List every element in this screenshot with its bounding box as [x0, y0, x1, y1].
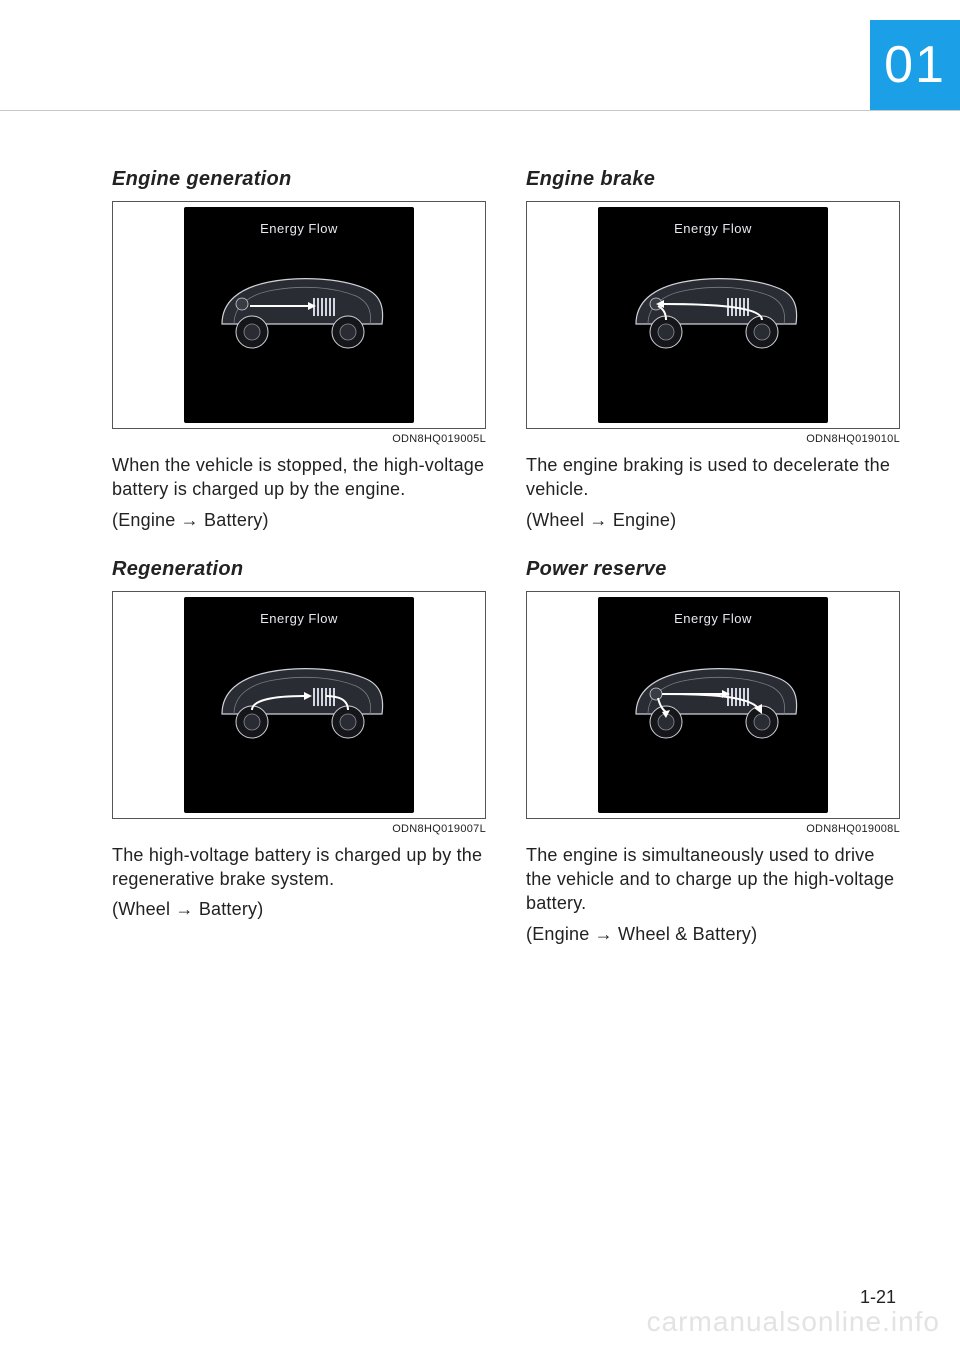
- screen-title: Energy Flow: [260, 221, 338, 236]
- figure-code: ODN8HQ019008L: [526, 823, 900, 835]
- car-diagram: [618, 254, 808, 364]
- section-power-reserve: Power reserve Energy Flow: [526, 558, 900, 946]
- section-flow: (Wheel → Engine): [526, 508, 900, 532]
- figure: Energy Flow: [112, 201, 486, 429]
- page-number: 1-21: [860, 1287, 896, 1308]
- car-svg: [618, 644, 808, 754]
- screen-title: Energy Flow: [674, 221, 752, 236]
- car-diagram: [204, 254, 394, 364]
- section-description: The engine is simultaneously used to dri…: [526, 843, 900, 916]
- car-svg: [204, 644, 394, 754]
- figure: Energy Flow: [526, 591, 900, 819]
- energy-flow-screen: Energy Flow: [184, 207, 414, 423]
- screen-title: Energy Flow: [674, 611, 752, 626]
- section-flow: (Engine → Wheel & Battery): [526, 922, 900, 946]
- figure: Energy Flow: [526, 201, 900, 429]
- energy-flow-screen: Energy Flow: [598, 207, 828, 423]
- content-area: Engine generation Energy Flow: [112, 168, 900, 1286]
- car-svg: [618, 254, 808, 364]
- section-flow: (Engine → Battery): [112, 508, 486, 532]
- header-rule: [0, 110, 960, 111]
- screen-title: Energy Flow: [260, 611, 338, 626]
- watermark: carmanualsonline.info: [647, 1306, 940, 1338]
- section-title: Engine brake: [526, 168, 900, 191]
- figure-code: ODN8HQ019007L: [112, 823, 486, 835]
- section-engine-brake: Engine brake Energy Flow: [526, 168, 900, 532]
- figure-code: ODN8HQ019005L: [112, 433, 486, 445]
- energy-flow-screen: Energy Flow: [184, 597, 414, 813]
- car-diagram: [618, 644, 808, 754]
- section-description: When the vehicle is stopped, the high-vo…: [112, 453, 486, 502]
- section-flow: (Wheel → Battery): [112, 897, 486, 921]
- car-diagram: [204, 644, 394, 754]
- section-title: Power reserve: [526, 558, 900, 581]
- section-title: Regeneration: [112, 558, 486, 581]
- figure: Energy Flow: [112, 591, 486, 819]
- car-svg: [204, 254, 394, 364]
- section-title: Engine generation: [112, 168, 486, 191]
- section-description: The engine braking is used to decelerate…: [526, 453, 900, 502]
- left-column: Engine generation Energy Flow: [112, 168, 486, 1286]
- section-engine-generation: Engine generation Energy Flow: [112, 168, 486, 532]
- energy-flow-screen: Energy Flow: [598, 597, 828, 813]
- figure-code: ODN8HQ019010L: [526, 433, 900, 445]
- chapter-badge: 01: [870, 20, 960, 110]
- page: 01 Engine generation Energy Flow: [0, 0, 960, 1346]
- section-description: The high-voltage battery is charged up b…: [112, 843, 486, 892]
- right-column: Engine brake Energy Flow: [526, 168, 900, 1286]
- section-regeneration: Regeneration Energy Flow: [112, 558, 486, 922]
